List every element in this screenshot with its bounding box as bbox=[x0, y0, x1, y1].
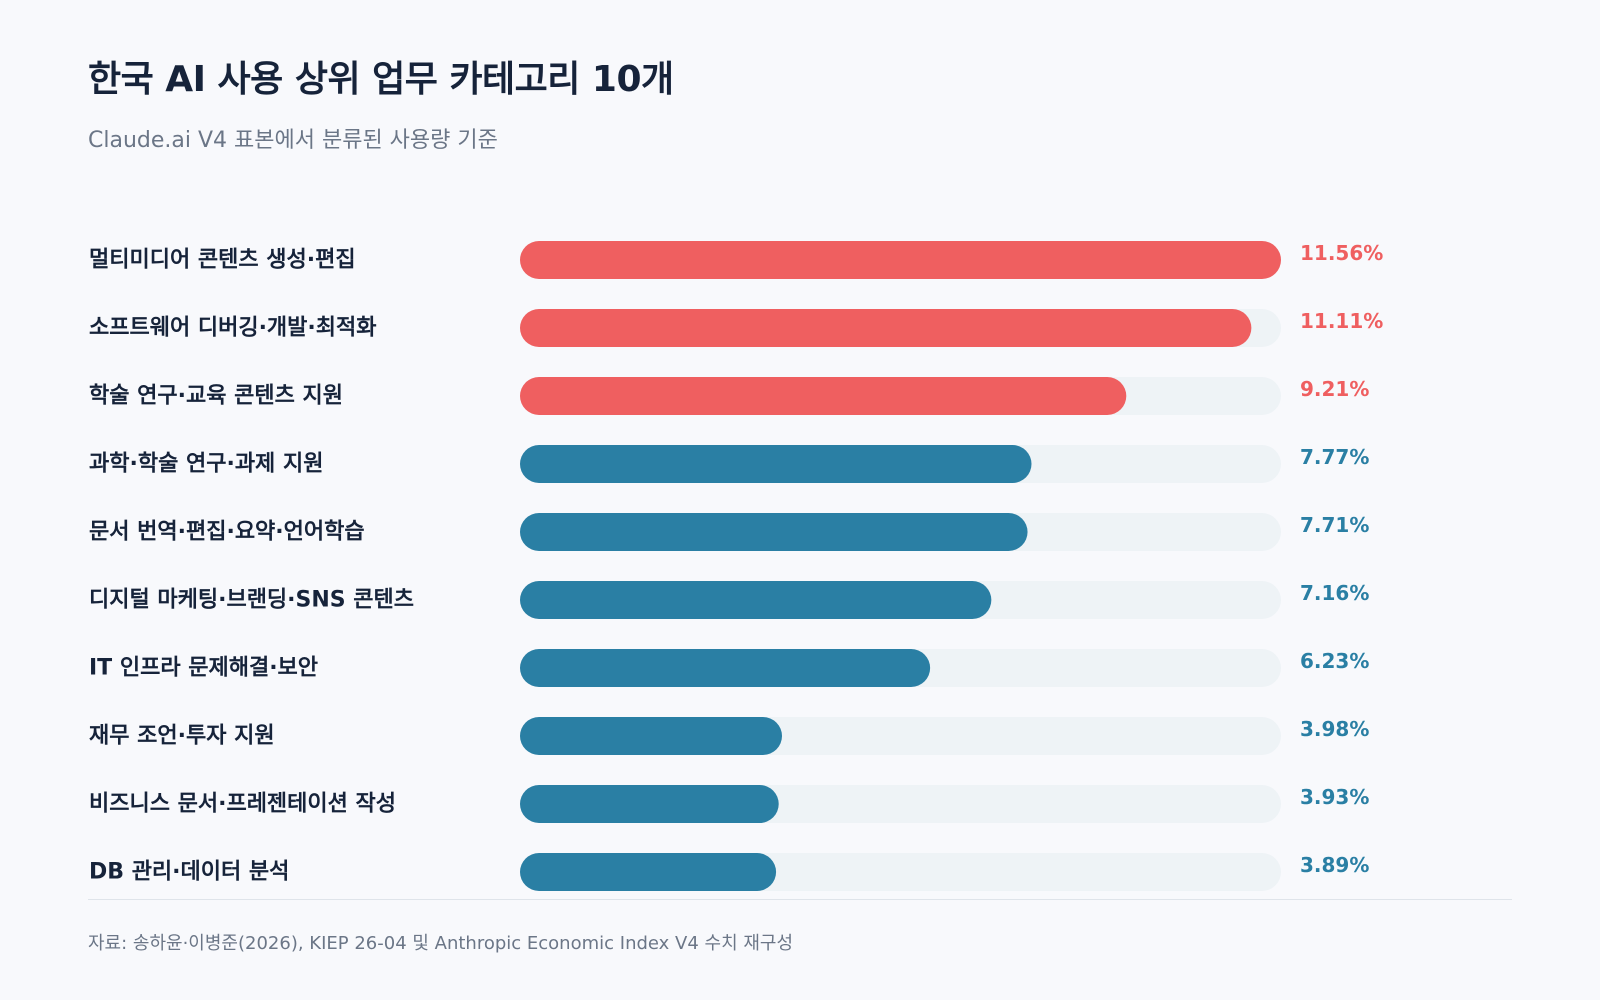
category-label: 디지털 마케팅·브랜딩·SNS 콘텐츠 bbox=[89, 588, 414, 613]
value-label: 7.71% bbox=[1300, 513, 1369, 537]
footer-divider bbox=[88, 899, 1512, 900]
value-label: 7.77% bbox=[1300, 445, 1369, 469]
category-label: 학술 연구·교육 콘텐츠 지원 bbox=[89, 384, 343, 409]
value-label: 11.56% bbox=[1300, 241, 1383, 265]
value-label: 3.93% bbox=[1300, 785, 1369, 809]
bar bbox=[520, 241, 1281, 279]
bar bbox=[520, 717, 783, 755]
bar-row: 소프트웨어 디버깅·개발·최적화 11.11% bbox=[89, 309, 1383, 347]
bar-row: 멀티미디어 콘텐츠 생성·편집 11.56% bbox=[89, 241, 1383, 279]
source-note: 자료: 송하윤·이병준(2026), KIEP 26-04 및 Anthropi… bbox=[88, 933, 794, 954]
bar bbox=[520, 377, 1127, 415]
category-label: DB 관리·데이터 분석 bbox=[89, 860, 289, 885]
value-label: 11.11% bbox=[1300, 309, 1383, 333]
bar-row: DB 관리·데이터 분석 3.89% bbox=[89, 853, 1369, 891]
category-label: 소프트웨어 디버깅·개발·최적화 bbox=[89, 316, 377, 341]
bar bbox=[520, 649, 931, 687]
chart-title: 한국 AI 사용 상위 업무 카테고리 10개 bbox=[88, 59, 674, 100]
bar-row: 비즈니스 문서·프레젠테이션 작성 3.93% bbox=[89, 785, 1369, 823]
category-label: 재무 조언·투자 지원 bbox=[89, 724, 275, 749]
bar-chart: 멀티미디어 콘텐츠 생성·편집 11.56% 소프트웨어 디버깅·개발·최적화 11.… bbox=[89, 241, 1383, 891]
bar bbox=[520, 513, 1028, 551]
bar-row: 문서 번역·편집·요약·언어학습 7.71% bbox=[89, 513, 1369, 551]
bar-row: 디지털 마케팅·브랜딩·SNS 콘텐츠 7.16% bbox=[89, 581, 1369, 619]
bar-row: IT 인프라 문제해결·보안 6.23% bbox=[89, 649, 1369, 687]
bar bbox=[520, 853, 777, 891]
bar bbox=[520, 445, 1032, 483]
bar-row: 과학·학술 연구·과제 지원 7.77% bbox=[89, 445, 1369, 483]
bar bbox=[520, 581, 992, 619]
chart-subtitle: Claude.ai V4 표본에서 분류된 사용량 기준 bbox=[88, 128, 498, 153]
value-label: 7.16% bbox=[1300, 581, 1369, 605]
category-label: 문서 번역·편집·요약·언어학습 bbox=[89, 520, 365, 545]
bar-row: 재무 조언·투자 지원 3.98% bbox=[89, 717, 1369, 755]
value-label: 3.89% bbox=[1300, 853, 1369, 877]
category-label: IT 인프라 문제해결·보안 bbox=[89, 656, 318, 681]
value-label: 3.98% bbox=[1300, 717, 1369, 741]
category-label: 비즈니스 문서·프레젠테이션 작성 bbox=[89, 792, 396, 817]
value-label: 6.23% bbox=[1300, 649, 1369, 673]
value-label: 9.21% bbox=[1300, 377, 1369, 401]
bar bbox=[520, 785, 779, 823]
bar-row: 학술 연구·교육 콘텐츠 지원 9.21% bbox=[89, 377, 1369, 415]
bar bbox=[520, 309, 1252, 347]
category-label: 멀티미디어 콘텐츠 생성·편집 bbox=[89, 248, 356, 273]
category-label: 과학·학술 연구·과제 지원 bbox=[89, 452, 323, 477]
